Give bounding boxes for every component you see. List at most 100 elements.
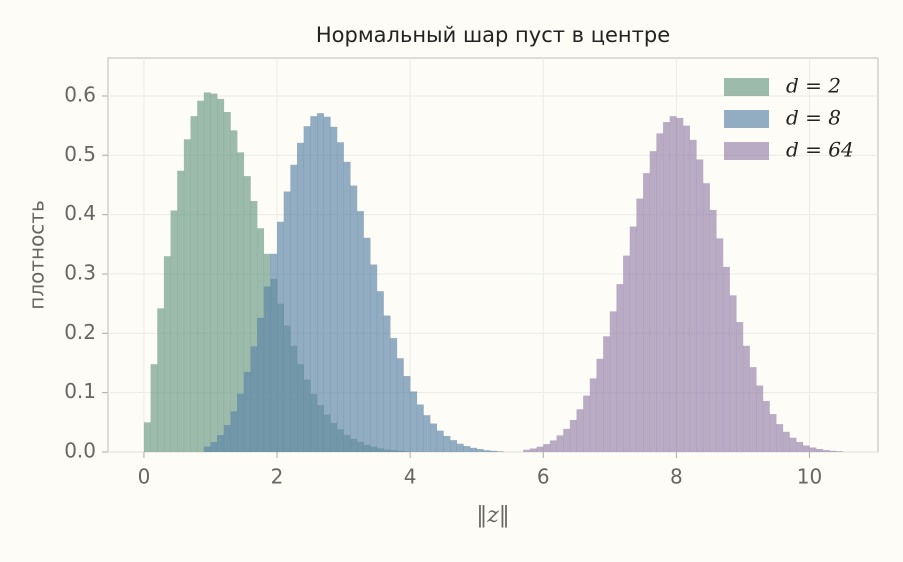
histogram-bar bbox=[143, 422, 151, 452]
histogram-bar bbox=[663, 122, 670, 452]
histogram-bar bbox=[569, 419, 577, 452]
histogram-bar bbox=[756, 385, 764, 452]
histogram-bar bbox=[583, 395, 591, 452]
histogram-bar bbox=[177, 170, 185, 452]
histogram-bar bbox=[150, 364, 158, 452]
histogram-bar bbox=[250, 346, 258, 452]
histogram-bar bbox=[649, 151, 657, 452]
histogram-bar bbox=[323, 116, 331, 453]
histogram-bar bbox=[430, 423, 438, 452]
histogram-bar bbox=[190, 116, 198, 452]
histogram-bar bbox=[283, 191, 291, 452]
histogram-bar bbox=[683, 125, 690, 452]
histogram-bar bbox=[742, 345, 750, 452]
histogram-bar bbox=[197, 100, 205, 452]
histogram-bar bbox=[203, 446, 211, 452]
histogram-bar bbox=[476, 449, 484, 452]
histogram-bar bbox=[396, 358, 404, 452]
histogram-bar bbox=[829, 450, 837, 452]
histogram-bar bbox=[443, 435, 451, 452]
histogram-bar bbox=[363, 237, 371, 452]
histogram-bar bbox=[270, 253, 278, 452]
legend-swatch bbox=[724, 78, 769, 96]
histogram-bar bbox=[490, 450, 497, 452]
y-tick-label: 0.2 bbox=[64, 320, 96, 344]
histogram-bar bbox=[370, 264, 378, 452]
y-tick-label: 0.5 bbox=[64, 142, 96, 166]
histogram-bar bbox=[616, 284, 624, 452]
histogram-bar bbox=[237, 152, 245, 453]
legend-label: d = 8 bbox=[786, 106, 841, 130]
histogram-bar bbox=[157, 308, 165, 452]
histogram-bar bbox=[536, 446, 544, 452]
histogram-bar bbox=[802, 445, 810, 452]
legend-swatch bbox=[724, 110, 769, 128]
x-tick-label: 6 bbox=[537, 465, 550, 489]
y-tick-label: 0.6 bbox=[64, 82, 96, 106]
histogram-bar bbox=[623, 255, 631, 452]
histogram-bar bbox=[410, 391, 418, 452]
histogram-bar bbox=[303, 126, 311, 453]
chart-title: Нормальный шар пуст в центре bbox=[316, 23, 670, 47]
histogram-bar bbox=[450, 440, 458, 452]
histogram-bar bbox=[243, 371, 251, 452]
histogram-bar bbox=[796, 441, 804, 452]
histogram-bar bbox=[549, 440, 557, 452]
histogram-bar bbox=[203, 92, 211, 453]
histogram-bar bbox=[376, 291, 384, 452]
histogram-bar bbox=[722, 266, 730, 452]
histogram-bar bbox=[356, 211, 364, 452]
histogram-bar bbox=[290, 164, 298, 452]
histogram-bar bbox=[277, 221, 284, 452]
histogram-bar bbox=[696, 159, 704, 453]
histogram-bar bbox=[223, 425, 231, 452]
histogram-bar bbox=[316, 113, 324, 452]
histogram-bar bbox=[237, 393, 245, 452]
histogram-bar bbox=[596, 358, 604, 452]
histogram-bar bbox=[676, 117, 684, 452]
legend-swatch bbox=[724, 142, 769, 160]
histogram-bar bbox=[709, 209, 717, 452]
histogram-bar bbox=[383, 315, 391, 452]
histogram-bar bbox=[822, 450, 830, 452]
x-tick-label: 8 bbox=[670, 465, 683, 489]
histogram-bar bbox=[589, 378, 597, 452]
histogram-bar bbox=[776, 424, 784, 452]
histogram-bar bbox=[210, 441, 218, 452]
x-tick-label: 2 bbox=[271, 465, 284, 489]
histogram-bar bbox=[576, 409, 584, 452]
histogram-bar bbox=[529, 448, 537, 452]
histogram-bar bbox=[656, 133, 664, 452]
histogram-bar bbox=[210, 93, 218, 452]
histogram-bar bbox=[403, 376, 411, 452]
histogram-bar bbox=[436, 430, 444, 452]
histogram-bar bbox=[563, 428, 571, 452]
histogram-bar bbox=[463, 446, 471, 452]
y-tick-label: 0.1 bbox=[64, 379, 96, 403]
histogram-bar bbox=[736, 322, 744, 452]
histogram-bar bbox=[183, 139, 191, 452]
legend-label: d = 64 bbox=[786, 138, 854, 162]
histogram-bar bbox=[782, 431, 790, 452]
x-tick-label: 10 bbox=[797, 465, 822, 489]
histogram-bar bbox=[483, 450, 491, 452]
histogram-bar bbox=[809, 447, 817, 452]
histogram-bar bbox=[223, 111, 231, 453]
y-tick-label: 0.3 bbox=[64, 260, 96, 284]
histogram-bar bbox=[749, 367, 757, 452]
x-tick-label: 0 bbox=[138, 465, 151, 489]
histogram-bar bbox=[230, 411, 238, 452]
y-tick-label: 0.0 bbox=[64, 439, 96, 463]
histogram-bar bbox=[556, 435, 564, 452]
histogram-bar bbox=[603, 336, 611, 452]
legend: d = 2 d = 8 d = 64 bbox=[724, 74, 854, 162]
histogram-bar bbox=[702, 183, 710, 452]
histogram-bar bbox=[762, 400, 770, 452]
histogram-bar bbox=[543, 444, 551, 452]
legend-label: d = 2 bbox=[786, 74, 841, 98]
histogram-bar bbox=[163, 256, 171, 452]
histogram-bar bbox=[836, 451, 844, 452]
histogram-bar bbox=[629, 226, 637, 452]
histogram-bar bbox=[416, 404, 424, 452]
